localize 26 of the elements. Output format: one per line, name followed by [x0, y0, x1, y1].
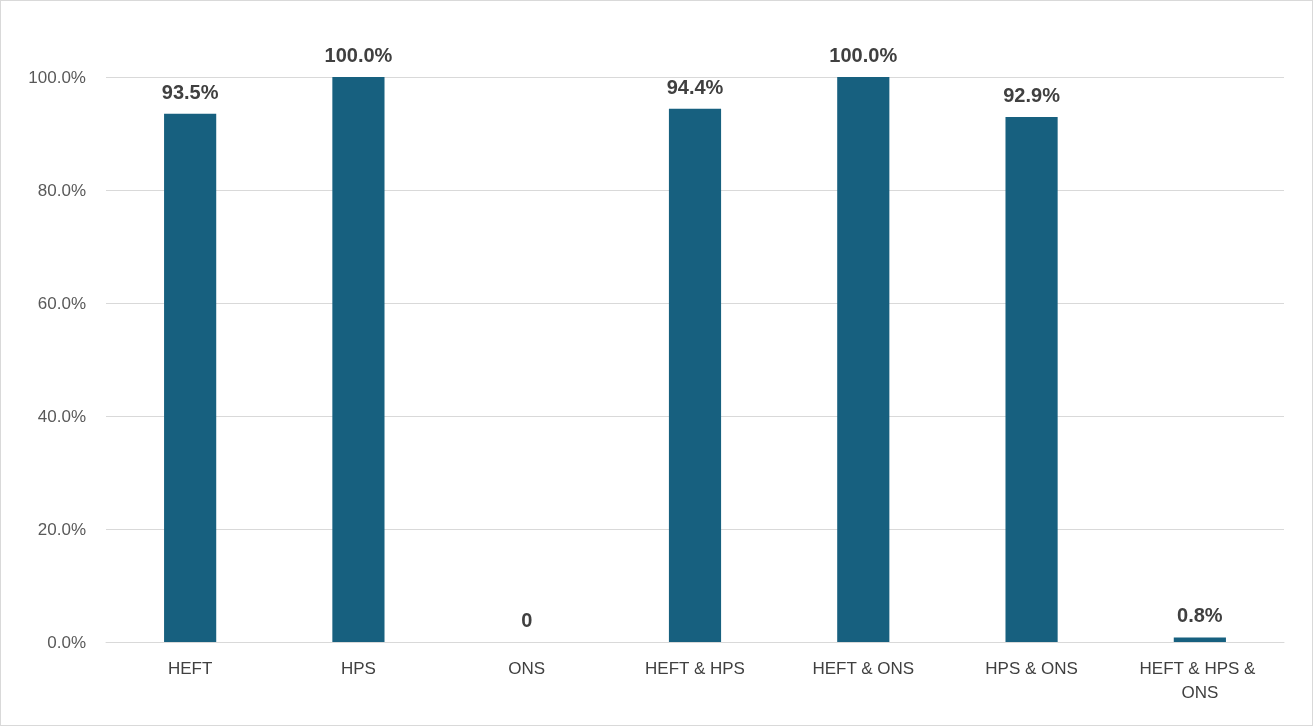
x-tick-label: HPS & ONS	[985, 658, 1078, 678]
x-tick-label: HEFT & HPS & ONS	[1139, 658, 1261, 702]
x-tick-label: HPS	[340, 658, 376, 678]
y-tick-label: 20.0%	[37, 519, 86, 539]
x-tick-label: HEFT & HPS	[645, 658, 745, 678]
y-tick-label: 100.0%	[28, 67, 86, 87]
bar	[332, 77, 385, 642]
data-label: 93.5%	[161, 80, 219, 103]
bar	[164, 113, 217, 642]
bar	[668, 108, 722, 642]
y-tick-label: 40.0%	[37, 406, 86, 426]
x-tick-label: HEFT	[167, 658, 213, 678]
data-label: 100.0%	[829, 44, 898, 66]
bar	[837, 77, 890, 642]
y-tick-label: 0.0%	[47, 632, 86, 652]
bar	[1173, 637, 1226, 642]
x-tick-label: HEFT & ONS	[812, 658, 915, 678]
data-label: 0	[521, 609, 533, 631]
bar	[1005, 117, 1058, 642]
data-label: 94.4%	[666, 75, 724, 98]
data-label: 0.8%	[1177, 604, 1223, 627]
y-tick-label: 60.0%	[37, 293, 86, 313]
x-tick-label: ONS	[508, 658, 546, 678]
data-label: 92.9%	[1003, 84, 1061, 107]
y-tick-label: 80.0%	[37, 180, 86, 200]
data-label: 100.0%	[324, 44, 393, 66]
